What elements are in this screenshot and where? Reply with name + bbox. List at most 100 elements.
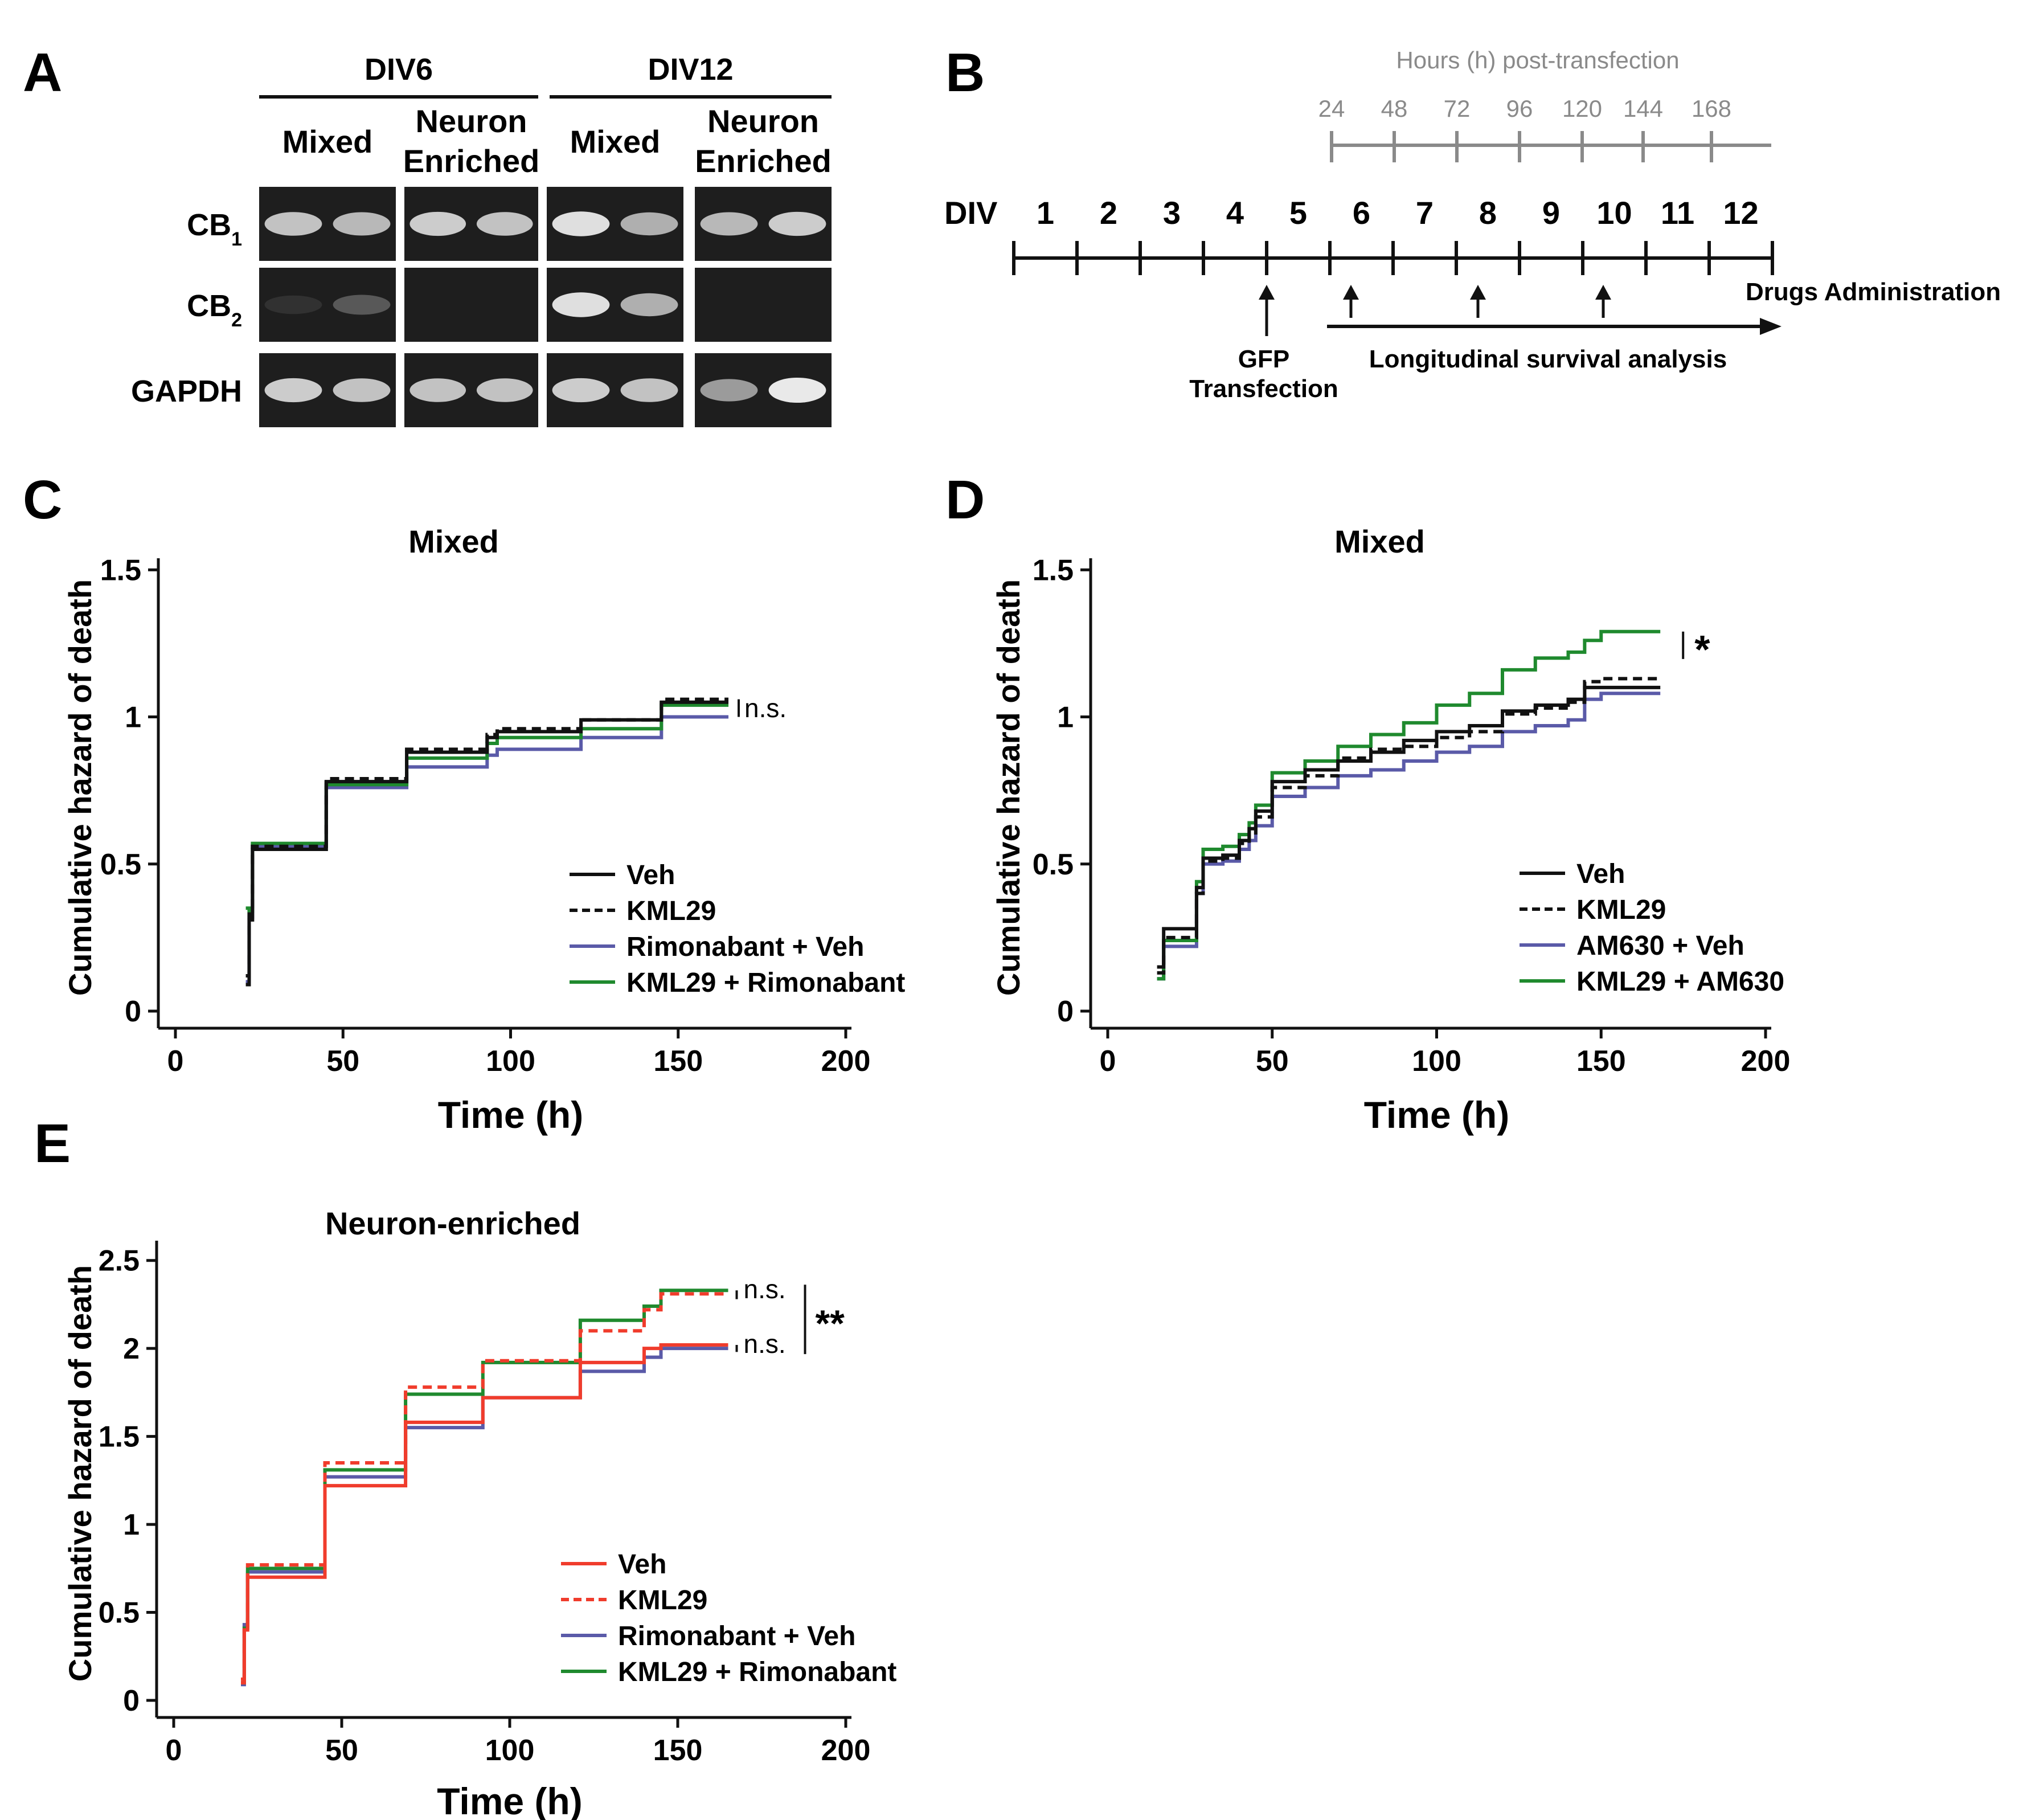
y-tick-label: 0	[125, 995, 141, 1028]
panel-letter-c: C	[23, 469, 62, 530]
gel-band	[264, 378, 322, 403]
hours-tick-label: 48	[1381, 95, 1408, 122]
y-tick-label: 1	[123, 1508, 140, 1541]
y-tick-label: 0.5	[100, 848, 141, 881]
legend-label: KML29	[618, 1585, 707, 1615]
gel-band	[620, 293, 678, 317]
x-tick-label: 100	[486, 1045, 535, 1078]
y-axis-label: Cumulative hazard of death	[62, 579, 98, 996]
hours-tick-label: 120	[1562, 95, 1602, 122]
div-day-label: 8	[1479, 195, 1497, 231]
gel-block	[404, 268, 538, 342]
x-tick-label: 200	[821, 1045, 871, 1078]
gel-band	[552, 292, 610, 317]
series-line	[245, 700, 729, 987]
x-tick-label: 100	[485, 1734, 535, 1767]
gel-band	[264, 212, 322, 236]
y-axis-label: Cumulative hazard of death	[990, 579, 1026, 996]
x-tick-label: 200	[1741, 1045, 1791, 1078]
x-tick-label: 150	[653, 1045, 703, 1078]
legend-label: KML29	[626, 896, 716, 926]
gel-band	[333, 295, 391, 315]
hours-title: Hours (h) post-transfection	[1396, 47, 1679, 73]
panel-letter-d: D	[945, 469, 985, 530]
x-tick-label: 100	[1412, 1045, 1461, 1078]
chart-e: Neuron-enriched 0 0.5 1 1.5 2 2.5 0 50 100 150 200 T…	[62, 1205, 896, 1820]
series-line	[1157, 692, 1661, 981]
gel-block	[695, 268, 832, 342]
series-line	[1157, 685, 1661, 969]
div-day-label: 2	[1100, 195, 1117, 231]
legend-label: KML29 + Rimonabant	[618, 1657, 896, 1687]
gel-band	[409, 378, 466, 402]
y-axis-label: Cumulative hazard of death	[62, 1265, 98, 1682]
panel-letter-e: E	[34, 1113, 71, 1174]
x-axis-label: Time (h)	[1364, 1094, 1509, 1136]
div-day-label: 12	[1723, 195, 1758, 231]
gel-row-label: CB1	[187, 208, 242, 250]
gel-band	[700, 379, 758, 402]
div-day-label: 11	[1661, 195, 1694, 231]
transfection-label: GFP Transfection	[1189, 345, 1338, 403]
hours-tick-label: 96	[1506, 95, 1533, 122]
div-day-label: 7	[1416, 195, 1434, 231]
gel-group-label: DIV6	[365, 52, 433, 87]
x-tick-label: 0	[167, 1045, 184, 1078]
y-tick-label: 1	[1057, 701, 1074, 734]
y-tick-label: 0	[1057, 995, 1074, 1028]
y-tick-label: 1.5	[100, 554, 141, 587]
gel-condition-label: Neuron Enriched	[403, 103, 540, 179]
y-tick-label: 1.5	[1033, 554, 1074, 587]
x-tick-label: 50	[325, 1734, 358, 1767]
significance-label: n.s.	[744, 1274, 786, 1304]
gel-band	[409, 211, 466, 236]
gel-row-label: CB2	[187, 289, 242, 331]
drug-arrow-head	[1470, 285, 1486, 300]
x-tick-label: 150	[1576, 1045, 1626, 1078]
gel-band	[552, 378, 610, 403]
legend-label: Veh	[618, 1549, 666, 1580]
significance-label: *	[1694, 627, 1710, 672]
legend-label: Veh	[1576, 859, 1625, 889]
legend-label: KML29 + AM630	[1576, 967, 1784, 997]
gel-row-label: GAPDH	[131, 374, 242, 408]
gel-condition-label: Neuron Enriched	[695, 103, 832, 179]
x-tick-label: 0	[1100, 1045, 1116, 1078]
gel-band	[620, 212, 678, 236]
y-tick-label: 1.5	[99, 1421, 140, 1454]
gel-band	[476, 378, 533, 402]
survival-arrow-head	[1760, 318, 1782, 335]
gel-band	[768, 378, 826, 403]
gel-band	[333, 378, 391, 402]
y-tick-label: 0.5	[1033, 848, 1074, 881]
hours-tick-label: 168	[1692, 95, 1731, 122]
legend-label: Veh	[626, 860, 675, 890]
chart-d: Mixed 0 0.5 1 1.5 0 50 100 150 200 Time (h) Cumulat…	[990, 523, 1790, 1136]
gel-band	[700, 212, 758, 236]
hours-tick-label: 72	[1444, 95, 1471, 122]
hours-tick-label: 24	[1318, 95, 1345, 122]
div-day-label: 10	[1596, 195, 1632, 231]
gel-band	[476, 212, 533, 236]
legend-label: AM630 + Veh	[1576, 931, 1744, 961]
x-tick-label: 0	[166, 1734, 182, 1767]
drug-arrow-head	[1343, 285, 1359, 300]
div-label: DIV	[944, 195, 997, 231]
legend-label: Rimonabant + Veh	[626, 932, 864, 962]
legend-label: KML29 + Rimonabant	[626, 968, 905, 998]
chart-title: Mixed	[408, 523, 499, 559]
chart-c: Mixed 0 0.5 1 1.5 0 50 100 150 200 Time (h) Cumulat…	[62, 523, 905, 1136]
gel-condition-label: Mixed	[282, 124, 373, 159]
legend-label: KML29	[1576, 895, 1666, 925]
y-tick-label: 1	[125, 701, 141, 734]
x-tick-label: 50	[326, 1045, 359, 1078]
drug-arrow-head	[1595, 285, 1611, 300]
div-day-label: 9	[1542, 195, 1560, 231]
legend-label: Rimonabant + Veh	[618, 1621, 855, 1651]
drugs-label: Drugs Administration	[1746, 278, 2001, 306]
div-day-label: 6	[1353, 195, 1370, 231]
gel-band	[333, 212, 391, 236]
div-day-label: 3	[1163, 195, 1181, 231]
